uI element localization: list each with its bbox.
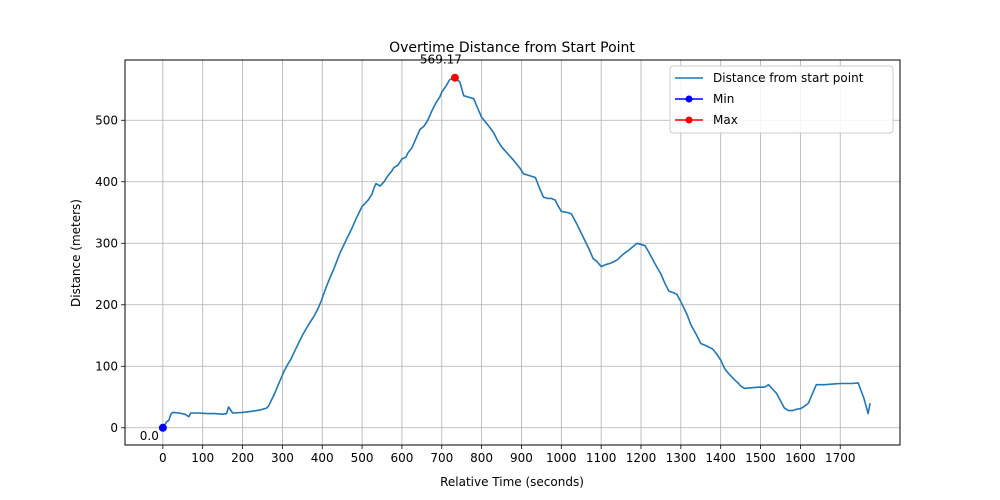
max-point-marker — [450, 73, 459, 82]
series-layer — [158, 73, 871, 432]
annotations: 0.0 569.17 — [140, 53, 462, 443]
min-point-marker — [158, 423, 167, 432]
y-tick-label: 400 — [95, 175, 118, 189]
x-tick-label: 0 — [159, 451, 167, 465]
y-tick-label: 0 — [110, 421, 118, 435]
legend-entry-min-marker — [685, 95, 693, 103]
min-value-label: 0.0 — [140, 429, 159, 443]
x-axis-title: Relative Time (seconds) — [440, 475, 584, 489]
x-tick-label: 1600 — [785, 451, 816, 465]
x-tick-label: 900 — [510, 451, 533, 465]
legend-entry-distance-label: Distance from start point — [713, 71, 864, 85]
y-tick-label: 200 — [95, 298, 118, 312]
y-tick-label: 500 — [95, 113, 118, 127]
y-tick-label: 100 — [95, 359, 118, 373]
x-tick-label: 400 — [311, 451, 334, 465]
legend-entry-max-marker — [685, 116, 693, 124]
x-tick-label: 1300 — [666, 451, 697, 465]
chart-title: Overtime Distance from Start Point — [389, 40, 635, 56]
max-value-label: 569.17 — [420, 53, 462, 67]
x-tick-label: 1000 — [546, 451, 577, 465]
x-tick-label: 500 — [351, 451, 374, 465]
legend-box — [669, 65, 894, 134]
plot-frame — [124, 59, 901, 446]
y-axis-title: Distance (meters) — [69, 199, 83, 307]
x-tick-label: 1700 — [825, 451, 856, 465]
legend-entry-min-label: Min — [713, 92, 734, 106]
x-tick-label: 100 — [191, 451, 214, 465]
legend-entry-max-label: Max — [713, 113, 738, 127]
y-tick-label: 300 — [95, 236, 118, 250]
x-tick-label: 600 — [390, 451, 413, 465]
legend: Distance from start point Min Max — [669, 65, 894, 134]
x-tick-label: 800 — [470, 451, 493, 465]
x-tick-label: 1100 — [586, 451, 617, 465]
x-tick-label: 200 — [231, 451, 254, 465]
distance-series-line — [162, 76, 871, 429]
x-tick-label: 1400 — [705, 451, 736, 465]
y-axis-ticks: 0 100 200 300 400 500 — [95, 113, 125, 435]
x-tick-label: 700 — [430, 451, 453, 465]
grid — [125, 60, 900, 445]
x-axis-ticks: 0 100 200 300 400 500 600 700 800 900 1000 1100 1200… — [159, 445, 856, 465]
x-tick-label: 1200 — [626, 451, 657, 465]
x-tick-label: 300 — [271, 451, 294, 465]
x-tick-label: 1500 — [745, 451, 776, 465]
